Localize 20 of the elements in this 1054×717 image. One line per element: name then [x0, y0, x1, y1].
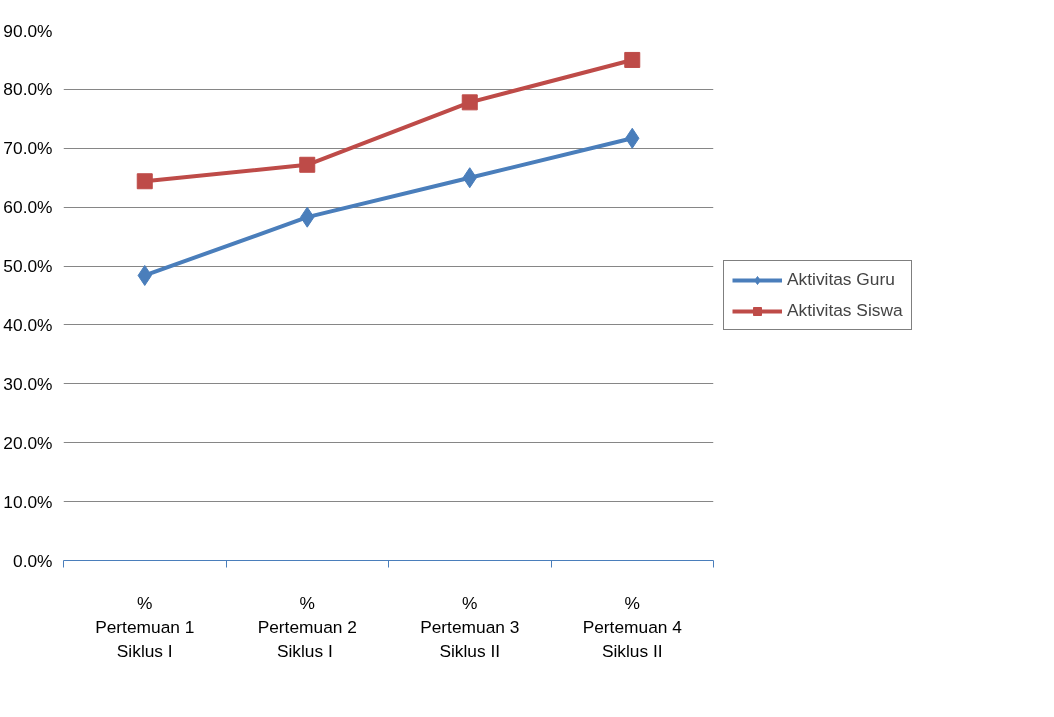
point: [299, 156, 316, 173]
y-tick-label: 70.0%: [3, 138, 53, 159]
x-tick-label: % Pertemuan 2 Siklus I: [257, 592, 357, 661]
legend-label: Aktivitas Guru: [787, 269, 895, 290]
y-tick-label: 0.0%: [13, 550, 53, 571]
y-tick-label: 90.0%: [3, 20, 53, 41]
x-tick-label: % Pertemuan 4 Siklus II: [582, 592, 683, 661]
x-tick-label: % Pertemuan 3 Siklus II: [420, 592, 520, 661]
y-tick-label: 40.0%: [3, 314, 53, 335]
point: [624, 51, 641, 68]
y-tick-label: 60.0%: [3, 197, 53, 218]
x-tick-label: % Pertemuan 1 Siklus I: [95, 592, 195, 661]
y-tick-label: 10.0%: [3, 491, 53, 512]
point: [136, 173, 153, 190]
legend-label: Aktivitas Siswa: [787, 300, 903, 321]
y-tick-label: 80.0%: [3, 79, 53, 100]
point: [461, 94, 478, 111]
y-tick-label: 30.0%: [3, 373, 53, 394]
y-tick-label: 50.0%: [3, 256, 53, 277]
y-tick-label: 20.0%: [3, 432, 53, 453]
